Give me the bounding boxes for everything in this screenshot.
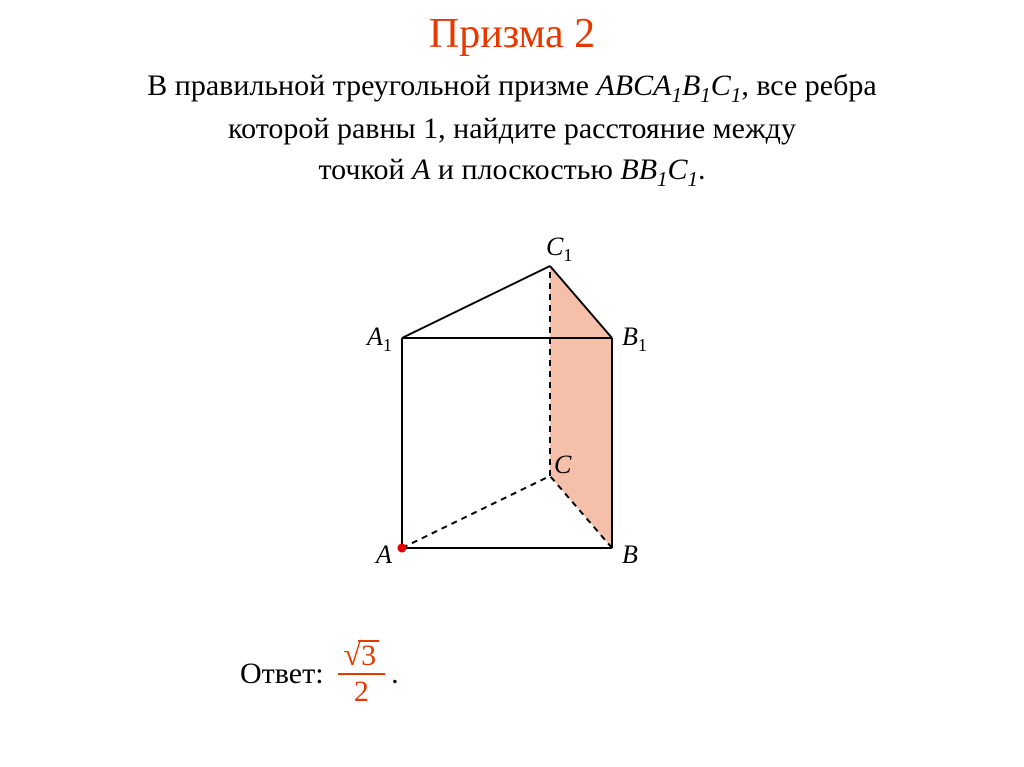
line1-suffix: , все ребра [741, 69, 876, 102]
answer: Ответ: √ 3 2 . [240, 640, 399, 707]
answer-dot: . [391, 657, 399, 691]
prism-name: ABCA1B1C1 [596, 69, 741, 102]
page-title: Призма 2 [0, 0, 1024, 58]
line3-mid: и плоскостью [430, 153, 620, 186]
vertex-label-C1: C1 [546, 232, 572, 266]
line3-end: . [698, 153, 706, 186]
answer-label: Ответ: [240, 657, 324, 691]
prism-diagram: A B C A1 B1 C1 [0, 218, 1024, 598]
vertex-label-B: B [622, 540, 638, 570]
answer-fraction: √ 3 2 [338, 640, 386, 707]
point-A: A [412, 153, 430, 186]
problem-text: В правильной треугольной призме ABCA1B1C… [0, 66, 1024, 193]
sqrt-icon: √ 3 [344, 640, 380, 670]
line1-prefix: В правильной треугольной призме [147, 69, 596, 102]
line3-prefix: точкой [318, 153, 412, 186]
vertex-label-C: C [554, 450, 571, 480]
vertex-label-B1: B1 [622, 322, 647, 356]
line2: которой равны 1, найдите расстояние межд… [228, 112, 796, 145]
plane-name: BB1C1 [620, 153, 698, 186]
vertex-label-A1: A1 [367, 322, 392, 356]
vertex-label-A: A [376, 540, 392, 570]
